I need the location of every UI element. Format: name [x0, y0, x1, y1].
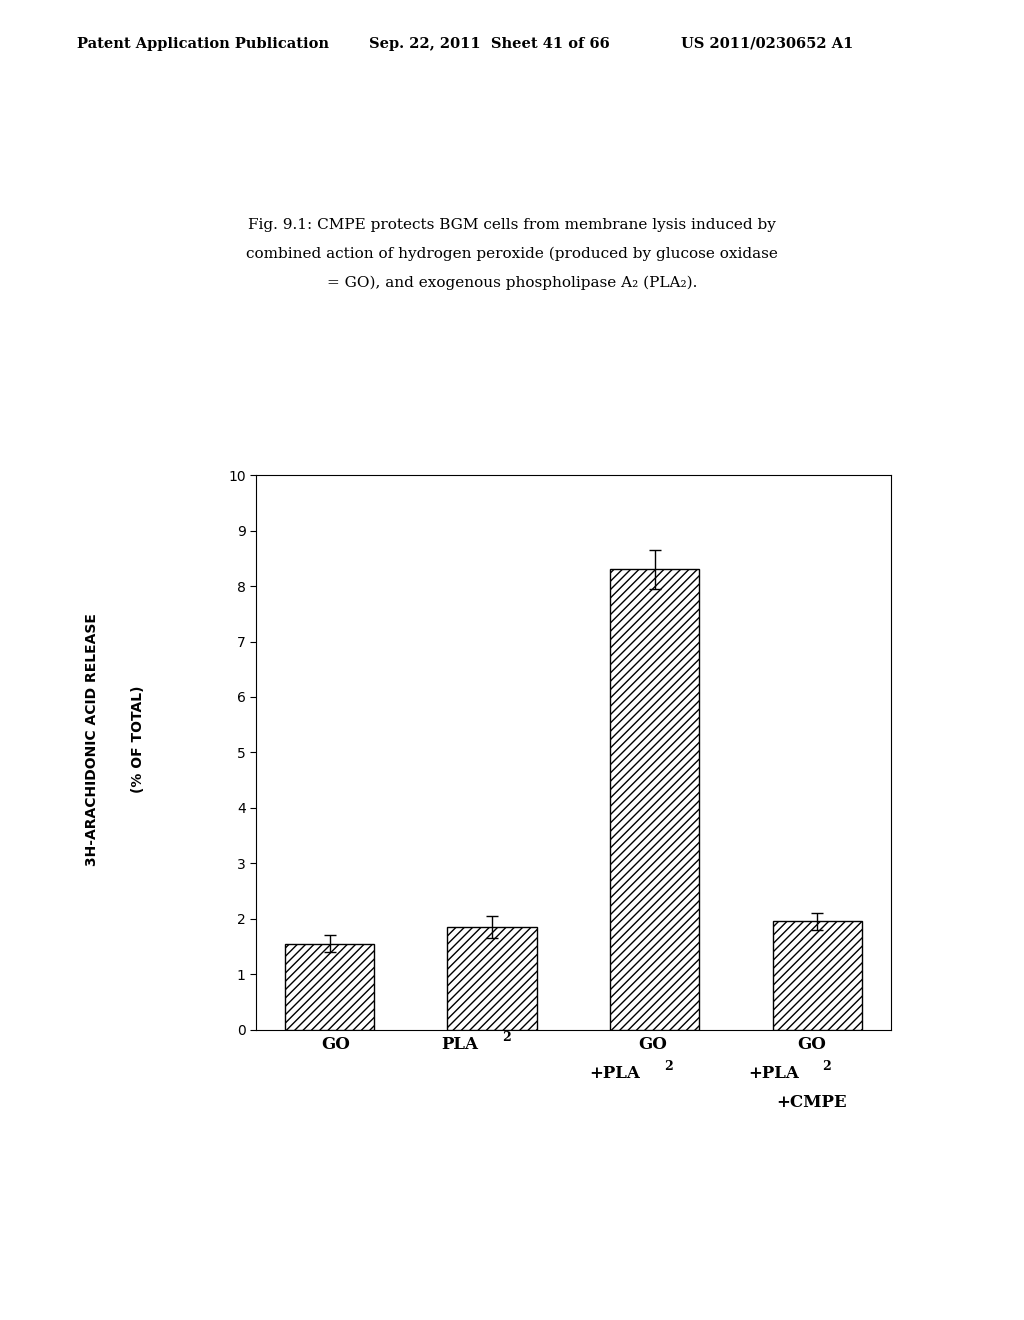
Text: GO: GO: [638, 1036, 668, 1053]
Bar: [447, 927, 537, 1030]
Text: 2: 2: [502, 1031, 511, 1044]
Text: GO: GO: [321, 1036, 350, 1053]
Bar: [772, 921, 862, 1030]
Text: Sep. 22, 2011  Sheet 41 of 66: Sep. 22, 2011 Sheet 41 of 66: [369, 37, 609, 51]
Text: Patent Application Publication: Patent Application Publication: [77, 37, 329, 51]
Text: 3H-ARACHIDONIC ACID RELEASE: 3H-ARACHIDONIC ACID RELEASE: [85, 612, 99, 866]
Text: GO: GO: [797, 1036, 826, 1053]
Text: PLA: PLA: [441, 1036, 478, 1053]
Text: 2: 2: [822, 1060, 831, 1073]
Text: +PLA: +PLA: [749, 1065, 799, 1082]
Text: 2: 2: [664, 1060, 673, 1073]
Text: combined action of hydrogen peroxide (produced by glucose oxidase: combined action of hydrogen peroxide (pr…: [246, 247, 778, 261]
Text: +CMPE: +CMPE: [776, 1094, 847, 1111]
Text: (% OF TOTAL): (% OF TOTAL): [131, 685, 145, 793]
Bar: [610, 569, 699, 1030]
Text: = GO), and exogenous phospholipase A₂ (PLA₂).: = GO), and exogenous phospholipase A₂ (P…: [327, 276, 697, 290]
Bar: [285, 944, 375, 1030]
Text: Fig. 9.1: CMPE protects BGM cells from membrane lysis induced by: Fig. 9.1: CMPE protects BGM cells from m…: [248, 218, 776, 232]
Text: US 2011/0230652 A1: US 2011/0230652 A1: [681, 37, 853, 51]
Text: +PLA: +PLA: [590, 1065, 641, 1082]
